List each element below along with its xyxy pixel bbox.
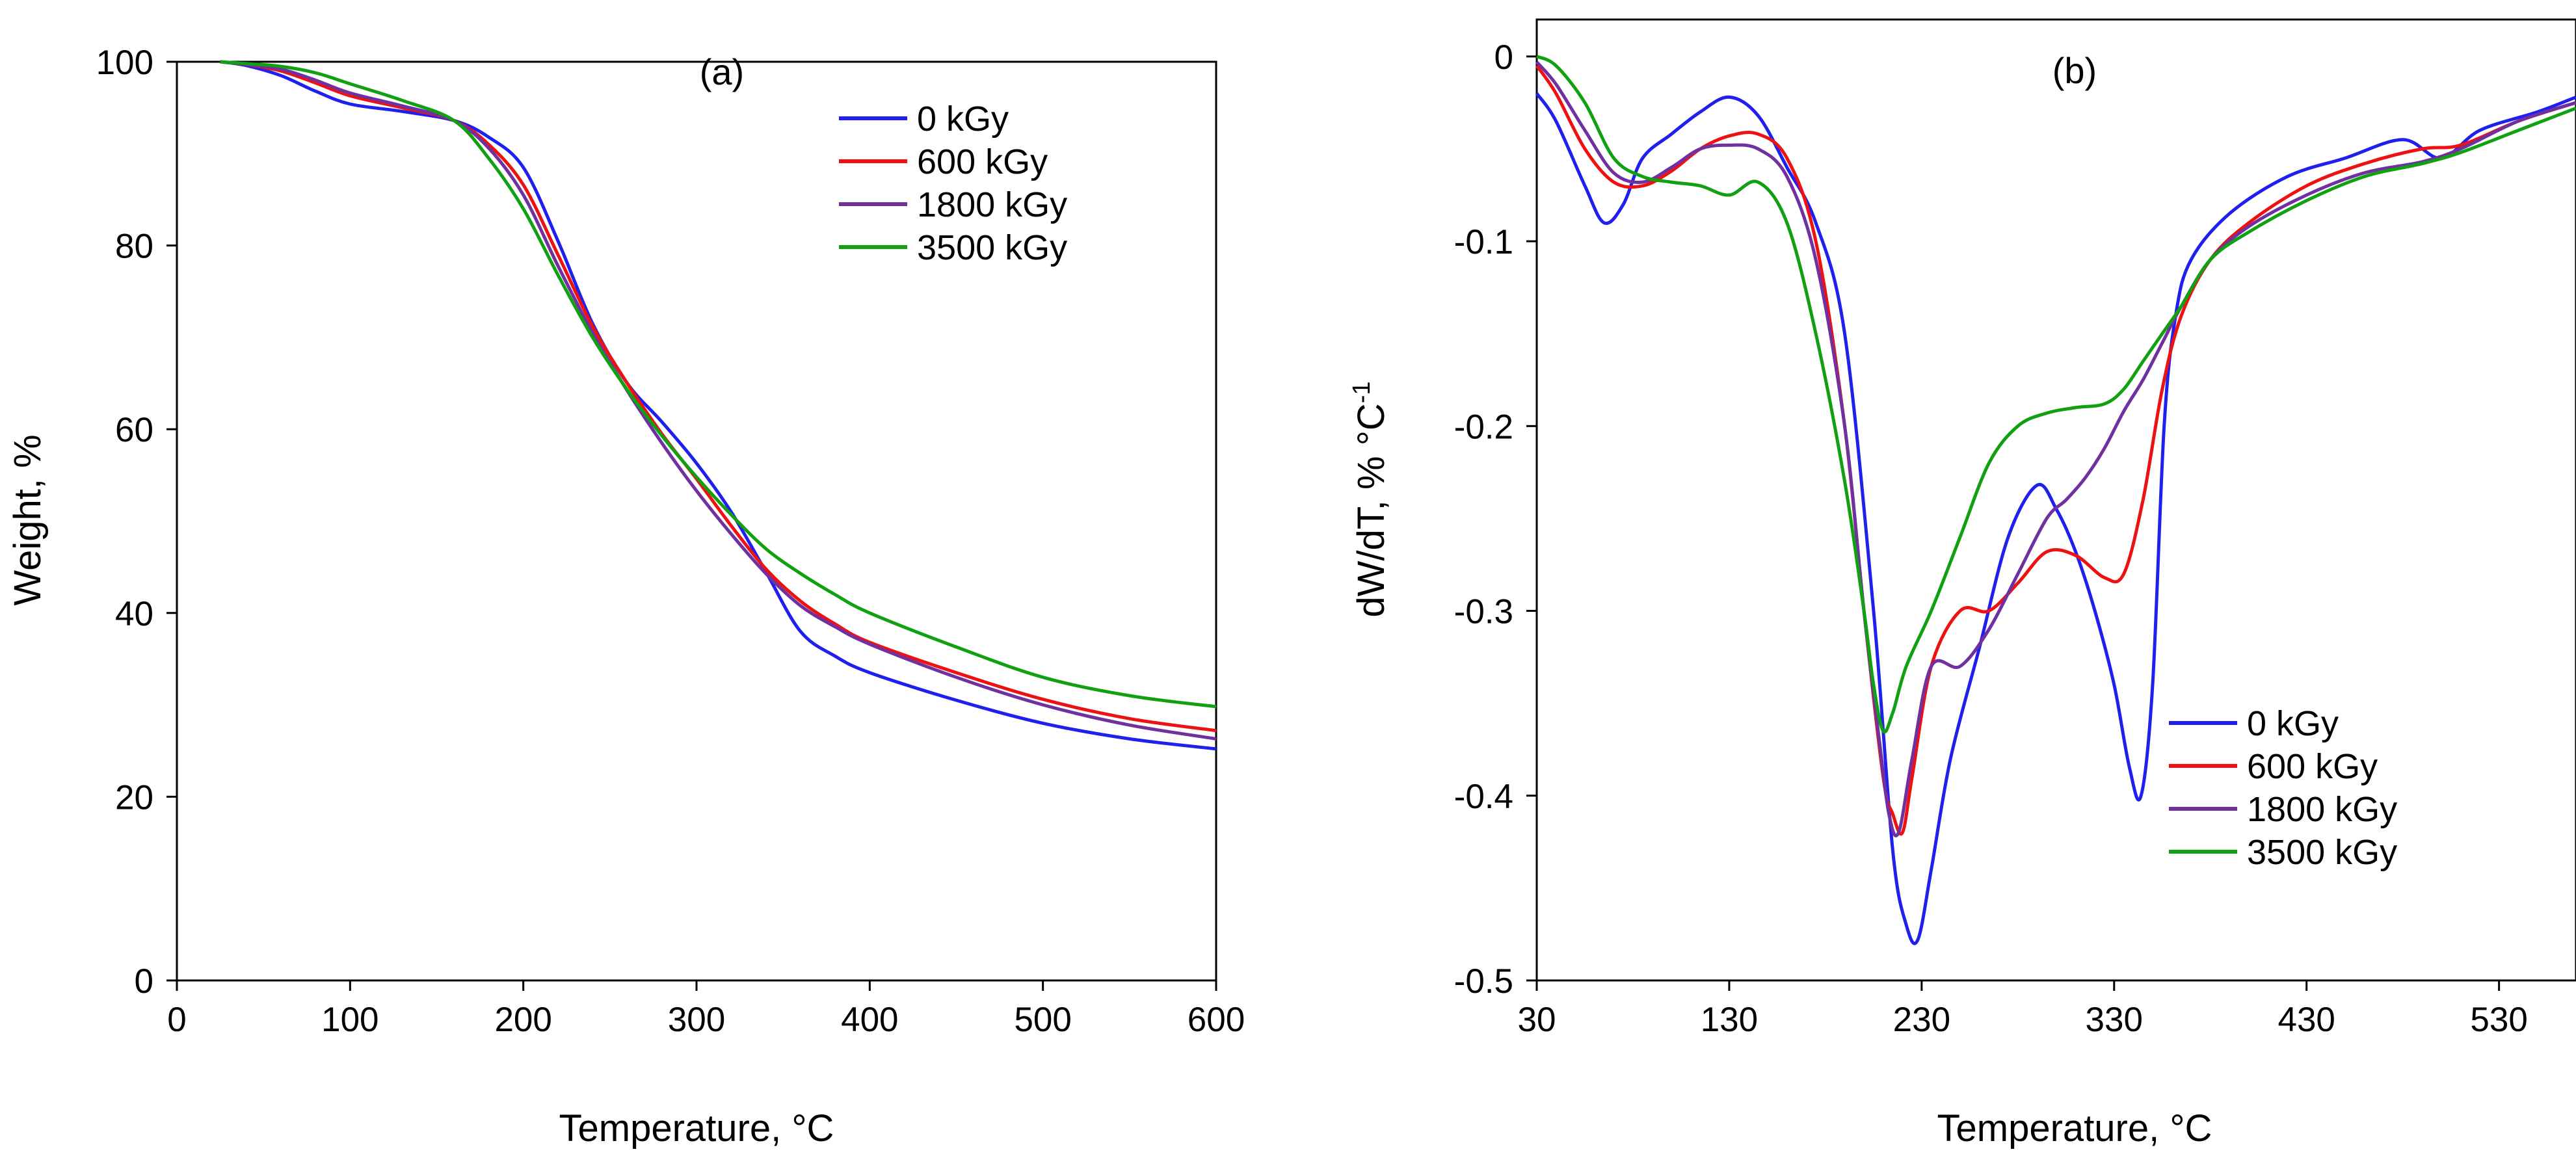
y-axis-title-b-superscript: -1 bbox=[1348, 381, 1375, 403]
b-y-tick-label: -0.4 bbox=[1454, 778, 1513, 816]
series-group-b bbox=[1535, 55, 2576, 945]
a-series-line-3500-kgy bbox=[220, 60, 1217, 709]
chart-panel-a: 0 100 200 300 400 500 600 0 20 40 60 80 100 (a) Temp… bbox=[7, 44, 1245, 1149]
legend-b: 0 kGy 600 kGy 1800 kGy 3500 kGy bbox=[2169, 704, 2397, 872]
a-y-tick-label: 60 bbox=[115, 411, 153, 449]
a-legend-label-600-kgy: 600 kGy bbox=[917, 142, 1048, 181]
b-y-tick-label: -0.5 bbox=[1454, 962, 1513, 1001]
a-series-line-0-kgy bbox=[220, 60, 1217, 751]
panel-label-b: (b) bbox=[2052, 50, 2097, 91]
b-y-tick-label: -0.3 bbox=[1454, 593, 1513, 631]
a-y-tick-label: 80 bbox=[115, 228, 153, 266]
a-y-tick-label: 0 bbox=[135, 962, 153, 1001]
axis-ticks-b: 30 130 230 330 430 530 -0.5 -0.4 -0.3 -0.2 -0.1 0 bbox=[1454, 38, 2528, 1039]
y-axis-title-b-group: dW/dT, % °C-1 bbox=[1348, 381, 1392, 617]
b-x-tick-label: 430 bbox=[2277, 1001, 2335, 1039]
b-legend-label-0-kgy: 0 kGy bbox=[2247, 704, 2339, 743]
a-x-tick-label: 400 bbox=[841, 1001, 898, 1039]
a-x-tick-label: 100 bbox=[321, 1001, 378, 1039]
a-y-tick-label: 100 bbox=[96, 44, 153, 82]
panel-label-a: (a) bbox=[700, 51, 744, 92]
a-series-line-600-kgy bbox=[220, 60, 1217, 733]
b-legend-label-3500-kgy: 3500 kGy bbox=[2247, 833, 2397, 872]
y-axis-title-a: Weight, % bbox=[7, 434, 49, 605]
b-series-line-1800-kgy bbox=[1535, 60, 2576, 837]
series-group-a bbox=[220, 60, 1217, 751]
b-series-line-600-kgy bbox=[1535, 64, 2576, 836]
y-axis-title-b: dW/dT, % °C-1 bbox=[1348, 381, 1392, 617]
b-x-tick-label: 530 bbox=[2470, 1001, 2527, 1039]
b-x-tick-label: 230 bbox=[1893, 1001, 1950, 1039]
a-legend-label-1800-kgy: 1800 kGy bbox=[917, 185, 1067, 224]
b-x-tick-label: 30 bbox=[1518, 1001, 1556, 1039]
b-series-line-3500-kgy bbox=[1535, 55, 2576, 734]
a-x-tick-label: 300 bbox=[668, 1001, 725, 1039]
chart-panel-b: 30 130 230 330 430 530 -0.5 -0.4 -0.3 -0.2 -0.1 0 (… bbox=[1348, 18, 2576, 1149]
a-legend-label-0-kgy: 0 kGy bbox=[917, 99, 1009, 138]
b-legend-label-1800-kgy: 1800 kGy bbox=[2247, 790, 2397, 829]
y-axis-title-b-main: dW/dT, % °C bbox=[1350, 403, 1392, 617]
a-x-tick-label: 200 bbox=[494, 1001, 551, 1039]
x-axis-title-b: Temperature, °C bbox=[1937, 1107, 2212, 1149]
plot-area-b bbox=[1535, 18, 2576, 982]
legend-a: 0 kGy 600 kGy 1800 kGy 3500 kGy bbox=[839, 99, 1067, 267]
x-axis-title-a: Temperature, °C bbox=[559, 1107, 834, 1149]
a-legend-label-3500-kgy: 3500 kGy bbox=[917, 228, 1067, 267]
b-x-tick-label: 130 bbox=[1701, 1001, 1758, 1039]
b-series-line-0-kgy bbox=[1535, 92, 2576, 945]
b-y-tick-label: 0 bbox=[1494, 38, 1513, 77]
axis-ticks-a: 0 100 200 300 400 500 600 0 20 40 60 80 100 bbox=[96, 44, 1245, 1039]
b-y-tick-label: -0.1 bbox=[1454, 223, 1513, 261]
a-y-tick-label: 20 bbox=[115, 778, 153, 817]
a-x-tick-label: 600 bbox=[1188, 1001, 1245, 1039]
a-x-tick-label: 0 bbox=[167, 1001, 186, 1039]
a-series-line-1800-kgy bbox=[220, 60, 1217, 741]
b-y-tick-label: -0.2 bbox=[1454, 408, 1513, 446]
a-x-tick-label: 500 bbox=[1014, 1001, 1071, 1039]
b-x-tick-label: 330 bbox=[2086, 1001, 2143, 1039]
b-legend-label-600-kgy: 600 kGy bbox=[2247, 747, 2378, 786]
a-y-tick-label: 40 bbox=[115, 595, 153, 633]
